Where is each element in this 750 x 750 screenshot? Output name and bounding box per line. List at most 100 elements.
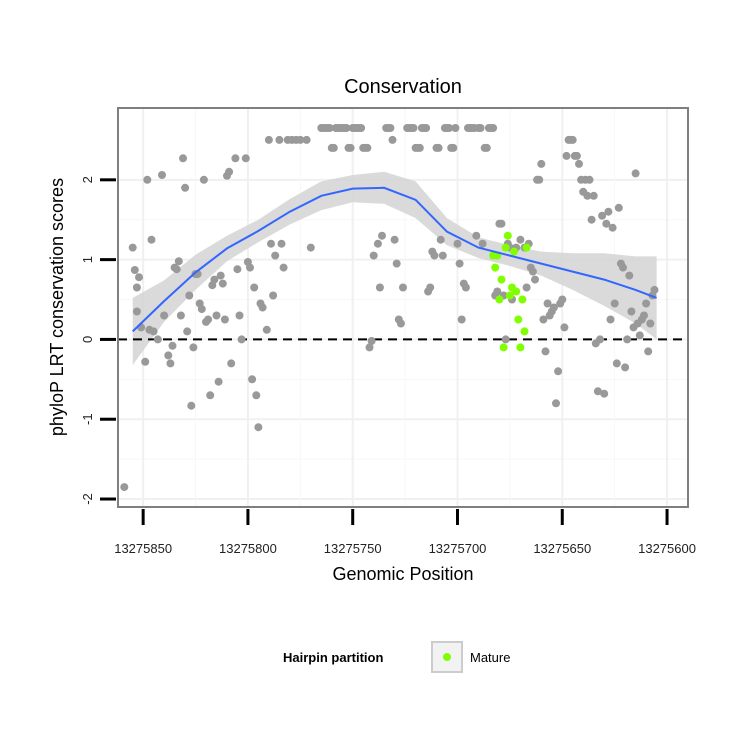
- data-point: [172, 265, 181, 274]
- data-point: [604, 207, 613, 216]
- data-point: [516, 235, 525, 244]
- data-point: [619, 263, 627, 272]
- mature-point: [491, 263, 500, 272]
- x-tick-label: 13275750: [324, 541, 382, 556]
- data-point: [302, 135, 311, 144]
- data-point: [220, 315, 229, 324]
- data-point: [415, 143, 424, 152]
- data-point: [568, 135, 577, 144]
- data-point: [210, 275, 219, 284]
- data-point: [537, 159, 546, 168]
- plot-border: [117, 107, 689, 508]
- data-point: [478, 239, 487, 248]
- data-point: [378, 231, 386, 240]
- data-point: [399, 283, 407, 292]
- data-point: [369, 251, 378, 260]
- data-point: [329, 143, 338, 152]
- data-point: [528, 267, 537, 276]
- data-point: [445, 124, 454, 132]
- data-point: [640, 311, 648, 320]
- data-point: [269, 291, 278, 300]
- x-axis-title: Genomic Position: [332, 564, 473, 584]
- data-point: [612, 359, 621, 368]
- data-point: [271, 251, 280, 260]
- data-point: [535, 175, 544, 184]
- y-tick-label: 2: [80, 176, 95, 183]
- data-point: [434, 143, 443, 152]
- data-point: [426, 283, 435, 292]
- data-point: [275, 135, 284, 144]
- data-point: [252, 391, 261, 400]
- data-point: [602, 219, 611, 228]
- data-point: [522, 283, 531, 292]
- data-point: [430, 251, 439, 260]
- y-axis-title: phyloP LRT conservation scores: [47, 178, 67, 436]
- data-point: [166, 359, 175, 368]
- data-point: [386, 124, 395, 132]
- legend-label-mature: Mature: [470, 650, 510, 665]
- data-point: [176, 311, 185, 320]
- data-point: [600, 389, 609, 398]
- data-point: [497, 219, 506, 228]
- data-point: [365, 343, 374, 352]
- data-point: [277, 239, 286, 248]
- mature-point: [505, 291, 514, 300]
- data-point: [254, 423, 263, 432]
- data-point: [455, 259, 464, 268]
- data-point: [179, 154, 187, 163]
- y-tick-label: 1: [80, 256, 95, 263]
- data-point: [248, 375, 257, 384]
- data-point: [562, 151, 571, 160]
- data-point: [237, 335, 246, 344]
- data-point: [135, 273, 143, 282]
- data-point: [539, 315, 548, 324]
- data-point: [396, 319, 405, 328]
- data-point: [625, 271, 634, 280]
- smooth-line: [132, 186, 657, 333]
- legend-title: Hairpin partition: [283, 650, 383, 665]
- data-point: [206, 391, 215, 400]
- data-point: [627, 307, 636, 316]
- data-point: [436, 235, 445, 244]
- mature-point: [501, 243, 510, 252]
- data-point: [216, 271, 225, 280]
- mature-point: [503, 231, 512, 240]
- data-point: [644, 347, 653, 356]
- data-point: [449, 143, 458, 152]
- y-tick-label: -1: [80, 413, 95, 425]
- data-point: [357, 124, 366, 132]
- chart-title: Conservation: [344, 76, 462, 98]
- data-point: [589, 191, 598, 200]
- data-point: [543, 299, 552, 308]
- data-point: [363, 143, 372, 152]
- data-point: [132, 283, 141, 292]
- data-point: [558, 295, 567, 304]
- data-point: [296, 135, 305, 144]
- data-point: [214, 377, 223, 386]
- mature-point: [518, 295, 527, 304]
- data-point: [635, 331, 644, 340]
- data-point: [168, 341, 177, 350]
- data-point: [541, 347, 550, 356]
- data-point: [132, 307, 141, 316]
- data-point: [606, 315, 615, 324]
- data-point: [183, 327, 192, 336]
- data-point: [549, 303, 558, 312]
- data-point: [325, 124, 334, 132]
- data-point: [262, 325, 271, 334]
- data-point: [422, 124, 431, 132]
- mature-point: [520, 327, 529, 336]
- data-point: [346, 143, 355, 152]
- data-point: [614, 203, 623, 212]
- data-point: [375, 283, 384, 292]
- data-point: [187, 401, 196, 410]
- data-point: [560, 323, 569, 332]
- mature-point: [512, 287, 521, 296]
- data-point: [501, 335, 510, 344]
- data-point: [650, 285, 659, 294]
- data-point: [241, 154, 250, 163]
- confidence-ribbon-layer: [132, 171, 657, 365]
- data-point: [610, 299, 619, 308]
- data-point: [264, 135, 273, 144]
